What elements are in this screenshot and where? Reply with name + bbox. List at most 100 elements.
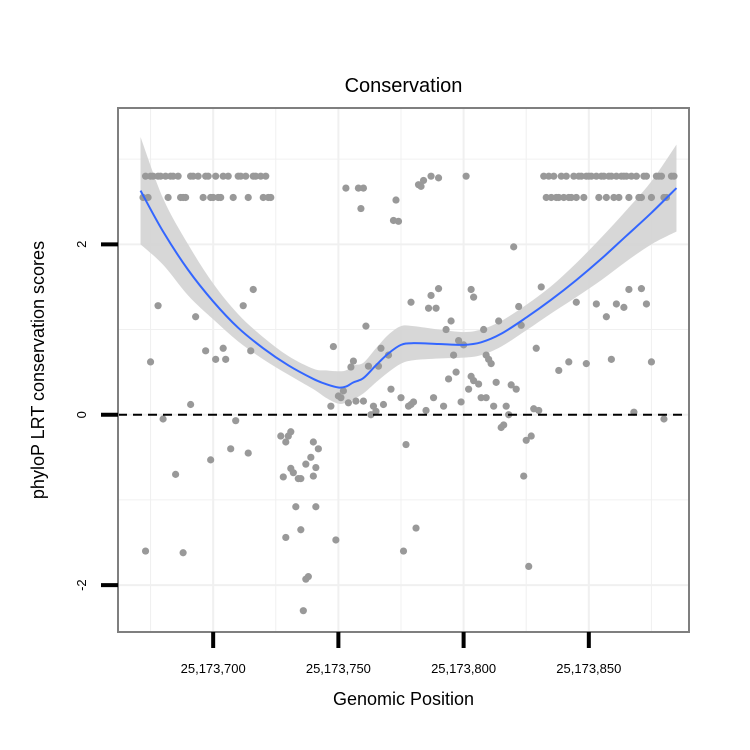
data-point bbox=[156, 172, 165, 180]
data-point bbox=[239, 302, 247, 310]
data-point bbox=[397, 394, 405, 402]
data-point bbox=[189, 172, 197, 180]
x-tick-label: 25,173,800 bbox=[431, 661, 496, 676]
data-point bbox=[282, 533, 290, 542]
data-point bbox=[592, 172, 600, 180]
data-point bbox=[520, 472, 528, 480]
data-point bbox=[487, 360, 495, 368]
data-point bbox=[432, 304, 440, 312]
data-point bbox=[342, 184, 350, 192]
data-point bbox=[182, 193, 190, 202]
data-point bbox=[307, 453, 315, 461]
data-point bbox=[580, 193, 588, 202]
panel-border bbox=[117, 107, 690, 633]
data-point bbox=[249, 285, 257, 294]
data-point bbox=[475, 380, 483, 388]
data-point bbox=[527, 432, 535, 440]
smooth-fit-line bbox=[139, 187, 678, 389]
data-point bbox=[217, 193, 225, 202]
data-point bbox=[302, 460, 310, 468]
data-point bbox=[577, 172, 585, 180]
data-point bbox=[359, 397, 368, 405]
data-point bbox=[454, 337, 463, 345]
data-point bbox=[625, 193, 633, 202]
data-point bbox=[292, 503, 300, 511]
data-point bbox=[172, 470, 180, 478]
data-point bbox=[642, 172, 651, 180]
data-point bbox=[207, 456, 215, 464]
data-point bbox=[660, 415, 668, 423]
data-point bbox=[595, 193, 603, 202]
data-point bbox=[141, 547, 150, 555]
data-point bbox=[477, 394, 485, 402]
data-point bbox=[392, 196, 400, 204]
data-point bbox=[222, 355, 230, 363]
data-point bbox=[204, 172, 212, 180]
data-point bbox=[500, 421, 508, 429]
data-point bbox=[615, 193, 623, 202]
confidence-ribbon bbox=[140, 136, 677, 404]
data-point bbox=[419, 176, 428, 185]
data-point bbox=[495, 317, 503, 325]
data-point bbox=[309, 472, 317, 480]
data-point bbox=[279, 473, 287, 481]
data-point bbox=[399, 547, 408, 555]
data-point bbox=[297, 526, 305, 534]
data-point bbox=[547, 193, 555, 202]
data-point bbox=[312, 463, 320, 472]
data-point bbox=[490, 402, 498, 410]
data-point bbox=[149, 172, 157, 180]
data-point bbox=[507, 381, 515, 389]
data-point bbox=[434, 285, 443, 293]
data-point bbox=[587, 172, 595, 180]
data-point bbox=[146, 358, 155, 366]
data-point bbox=[417, 182, 425, 190]
data-point bbox=[582, 360, 590, 368]
data-point bbox=[510, 243, 518, 251]
data-point bbox=[194, 172, 202, 180]
data-point bbox=[607, 355, 615, 363]
data-point bbox=[637, 285, 646, 293]
data-point bbox=[540, 172, 548, 180]
data-point bbox=[412, 524, 420, 532]
x-tick-label: 25,173,850 bbox=[556, 661, 621, 676]
data-point bbox=[465, 385, 473, 393]
data-point bbox=[219, 172, 227, 180]
data-point bbox=[364, 362, 373, 370]
data-point bbox=[525, 562, 533, 570]
data-point bbox=[427, 172, 435, 180]
data-point bbox=[237, 172, 245, 180]
data-point bbox=[570, 172, 578, 180]
data-point bbox=[557, 172, 565, 180]
data-point bbox=[637, 193, 646, 202]
data-point bbox=[657, 172, 666, 180]
data-point bbox=[192, 313, 200, 321]
data-point bbox=[467, 285, 475, 294]
data-point bbox=[282, 438, 290, 446]
data-point bbox=[141, 172, 150, 180]
data-point bbox=[627, 172, 635, 180]
data-point bbox=[344, 399, 353, 407]
data-point bbox=[349, 357, 358, 365]
data-point bbox=[537, 283, 545, 291]
data-point bbox=[212, 355, 220, 363]
confidence-ribbon-layer bbox=[140, 136, 677, 404]
data-point bbox=[565, 358, 573, 366]
data-point bbox=[387, 385, 395, 393]
data-point bbox=[257, 172, 265, 180]
data-point bbox=[309, 438, 317, 446]
data-point bbox=[262, 172, 270, 180]
data-point bbox=[407, 298, 415, 306]
data-point bbox=[517, 321, 525, 329]
data-point bbox=[242, 172, 250, 180]
data-point bbox=[522, 436, 530, 444]
x-axis-title: Genomic Position bbox=[333, 689, 474, 709]
data-point bbox=[625, 285, 633, 294]
data-point bbox=[304, 573, 312, 581]
data-point bbox=[277, 432, 285, 440]
data-point bbox=[602, 193, 610, 202]
data-point bbox=[607, 172, 615, 180]
data-point bbox=[622, 172, 630, 180]
data-point bbox=[572, 298, 580, 306]
data-point bbox=[179, 549, 187, 557]
